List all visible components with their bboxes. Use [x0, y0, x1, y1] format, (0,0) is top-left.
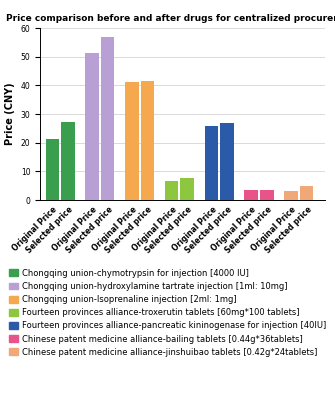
Bar — [61, 122, 75, 200]
Bar — [125, 82, 139, 200]
Bar — [205, 126, 218, 200]
Bar — [46, 139, 59, 200]
Bar — [141, 81, 154, 200]
Bar — [165, 180, 179, 200]
Bar — [245, 190, 258, 200]
Bar — [85, 53, 99, 200]
Bar — [300, 186, 313, 200]
Bar — [260, 190, 274, 200]
Legend: Chongqing union-chymotrypsin for injection [4000 IU], Chongqing union-hydroxylam: Chongqing union-chymotrypsin for injecti… — [6, 265, 329, 360]
Bar — [220, 123, 234, 200]
Title: Price comparison before and after drugs for centralized procurement: Price comparison before and after drugs … — [6, 14, 335, 23]
Bar — [101, 37, 115, 200]
Bar — [284, 191, 298, 200]
Bar — [180, 178, 194, 200]
Y-axis label: Price (CNY): Price (CNY) — [5, 83, 15, 145]
